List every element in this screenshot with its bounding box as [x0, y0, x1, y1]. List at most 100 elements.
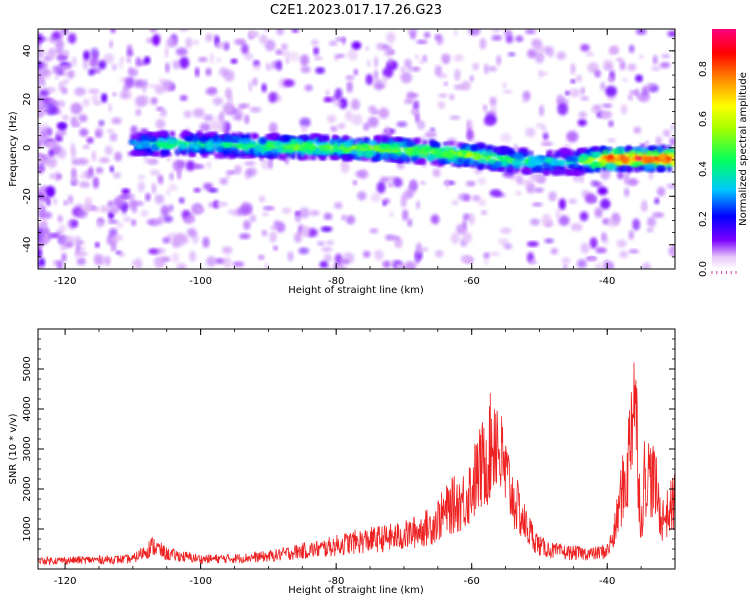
noise-blob — [67, 33, 77, 44]
ridge-blob — [260, 146, 270, 152]
ridge-blob — [309, 155, 318, 161]
noise-blob — [61, 114, 69, 121]
ridge-blob — [412, 145, 420, 153]
noise-blob — [206, 161, 212, 169]
x-tick-label: -80 — [328, 576, 344, 587]
noise-blob — [558, 198, 566, 210]
noise-blob — [268, 92, 277, 103]
noise-blob — [480, 210, 488, 216]
ridge-blob — [643, 147, 648, 154]
noise-blob — [219, 67, 229, 77]
noise-blob — [323, 97, 333, 103]
ridge-blob — [501, 160, 508, 166]
noise-blob — [159, 108, 167, 117]
noise-blob — [44, 195, 50, 201]
noise-blob — [498, 238, 509, 245]
noise-blob — [616, 239, 627, 248]
ridge-blob — [364, 149, 370, 157]
ridge-blob — [253, 148, 259, 156]
noise-blob — [589, 237, 598, 249]
noise-blob — [106, 128, 114, 134]
noise-blob — [212, 97, 224, 106]
noise-blob — [108, 103, 113, 112]
ridge-blob — [457, 152, 463, 157]
ridge-blob — [572, 163, 580, 168]
ridge-blob — [543, 171, 549, 176]
ridge-blob — [564, 170, 573, 176]
snr-y-axis: 1000 2000 3000 4000 5000 — [22, 328, 675, 570]
noise-blob — [116, 222, 124, 229]
snr-x-label: Height of straight line (km) — [288, 585, 424, 596]
noise-blob — [628, 44, 635, 53]
noise-blob — [419, 180, 426, 186]
noise-blob — [137, 175, 146, 180]
x-tick-label: -80 — [328, 276, 344, 287]
noise-blob — [616, 57, 623, 62]
noise-blob — [500, 133, 512, 143]
noise-blob — [59, 29, 65, 38]
noise-blob — [221, 246, 233, 255]
noise-blob — [443, 81, 449, 86]
y-tick-label: 1000 — [22, 516, 33, 541]
noise-blob — [529, 218, 541, 226]
ridge-blob — [335, 139, 345, 143]
noise-blob — [165, 62, 170, 73]
ridge-blob — [456, 157, 465, 165]
noise-blob — [619, 250, 629, 259]
noise-blob — [382, 75, 388, 84]
noise-blob — [38, 71, 43, 81]
ridge-blob — [655, 158, 660, 165]
noise-blob — [222, 102, 234, 115]
noise-blob — [118, 251, 125, 257]
noise-blob — [430, 214, 440, 225]
ridge-blob — [453, 147, 458, 152]
noise-blob — [232, 112, 242, 121]
noise-blob — [351, 41, 362, 50]
colorbar-tick-label: 0.2 — [698, 211, 709, 227]
ridge-blob — [200, 150, 205, 154]
noise-blob — [669, 137, 675, 147]
ridge-blob — [183, 132, 192, 137]
noise-blob — [647, 216, 656, 228]
noise-blob — [489, 189, 502, 198]
ridge-blob — [246, 155, 257, 159]
noise-blob — [482, 104, 488, 111]
ridge-blob — [287, 148, 293, 153]
noise-blob — [449, 93, 455, 101]
noise-blob — [91, 150, 97, 162]
noise-blob — [416, 39, 428, 45]
ridge-blob — [465, 159, 471, 165]
noise-blob — [513, 144, 518, 151]
ridge-blob — [270, 148, 278, 154]
noise-blob — [345, 110, 353, 122]
ridge-blob — [613, 148, 621, 154]
ridge-blob — [357, 144, 364, 151]
noise-blob — [58, 129, 67, 136]
noise-blob — [376, 181, 386, 194]
noise-blob — [589, 257, 594, 263]
x-tick-label: -40 — [599, 276, 615, 287]
noise-blob — [148, 218, 161, 227]
noise-blob — [126, 56, 132, 64]
noise-blob — [672, 248, 675, 256]
noise-blob — [445, 178, 450, 189]
ridge-blob — [134, 143, 145, 149]
noise-blob — [386, 31, 396, 44]
noise-blob — [410, 108, 419, 115]
ridge-blob — [274, 141, 279, 148]
noise-blob — [441, 53, 451, 64]
noise-blob — [373, 79, 384, 91]
ridge-blob — [495, 161, 503, 167]
noise-blob — [600, 110, 612, 119]
ridge-blob — [461, 144, 466, 150]
noise-blob — [259, 34, 268, 45]
noise-blob — [47, 70, 59, 75]
noise-blob — [425, 131, 437, 139]
ridge-blob — [144, 151, 152, 156]
ridge-blob — [137, 136, 142, 143]
x-tick-label: -100 — [189, 276, 212, 287]
ridge-blob — [320, 134, 325, 141]
ridge-blob — [332, 134, 338, 140]
noise-blob — [71, 167, 77, 180]
ridge-blob — [179, 142, 187, 150]
